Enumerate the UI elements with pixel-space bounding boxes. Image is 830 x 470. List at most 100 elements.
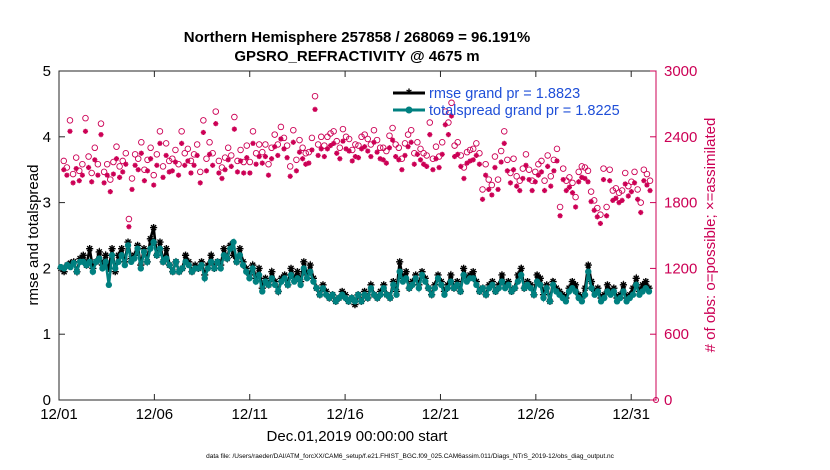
assimilated-obs-point bbox=[386, 145, 393, 151]
assimilated-obs-point bbox=[591, 207, 597, 213]
possible-obs-point bbox=[317, 133, 325, 141]
rmse-point bbox=[226, 241, 234, 249]
assimilated-obs-point bbox=[436, 164, 442, 171]
possible-obs-point bbox=[376, 144, 384, 152]
rmse-point bbox=[207, 251, 215, 259]
x-axis-label: Dec.01,2019 00:00:00 start bbox=[267, 428, 449, 445]
possible-obs-point bbox=[60, 157, 68, 165]
totalspread-point bbox=[265, 281, 272, 289]
possible-obs-point bbox=[193, 141, 201, 148]
possible-obs-point bbox=[361, 131, 368, 138]
rmse-point bbox=[536, 274, 544, 282]
assimilated-obs-point bbox=[281, 146, 287, 152]
possible-obs-point bbox=[91, 144, 99, 152]
assimilated-obs-point bbox=[538, 169, 545, 175]
possible-obs-point bbox=[407, 126, 415, 134]
totalspread-point bbox=[511, 284, 518, 292]
y-tick-label: 4 bbox=[43, 129, 51, 146]
possible-obs-point bbox=[423, 152, 430, 159]
possible-obs-point bbox=[122, 149, 130, 157]
totalspread-point bbox=[329, 291, 336, 298]
assimilated-obs-point bbox=[517, 187, 523, 194]
totalspread-point bbox=[249, 265, 256, 272]
possible-obs-point bbox=[513, 173, 520, 180]
assimilated-obs-point bbox=[631, 180, 638, 186]
possible-obs-point bbox=[147, 144, 154, 152]
rmse-point bbox=[472, 277, 480, 286]
assimilated-obs-point bbox=[489, 192, 495, 198]
rmse-point bbox=[162, 245, 170, 253]
possible-obs-point bbox=[559, 165, 567, 172]
possible-obs-point bbox=[404, 131, 412, 138]
assimilated-obs-point bbox=[185, 158, 191, 164]
possible-obs-point bbox=[107, 176, 114, 183]
possible-obs-point bbox=[466, 146, 474, 154]
possible-obs-point bbox=[162, 140, 170, 147]
possible-obs-point bbox=[181, 149, 188, 157]
possible-obs-point bbox=[150, 171, 157, 179]
possible-obs-point bbox=[66, 117, 74, 124]
rmse-point bbox=[434, 271, 442, 279]
totalspread-point bbox=[310, 278, 317, 285]
totalspread-point bbox=[255, 271, 263, 279]
rmse-point bbox=[306, 261, 314, 269]
rmse-point bbox=[220, 245, 228, 253]
assimilated-obs-point bbox=[349, 158, 355, 164]
assimilated-obs-point bbox=[585, 179, 591, 185]
rmse-point bbox=[453, 277, 461, 286]
totalspread-point bbox=[230, 238, 237, 246]
totalspread-point bbox=[179, 265, 186, 272]
totalspread-point bbox=[319, 284, 327, 292]
assimilated-obs-point bbox=[275, 152, 281, 159]
assimilated-obs-point bbox=[579, 174, 585, 180]
rmse-point bbox=[268, 268, 276, 276]
assimilated-obs-point bbox=[383, 160, 389, 166]
totalspread-point bbox=[517, 271, 525, 279]
totalspread-point bbox=[214, 258, 221, 266]
assimilated-obs-point bbox=[638, 209, 644, 216]
assimilated-obs-point bbox=[424, 163, 430, 170]
possible-obs-point bbox=[482, 160, 489, 168]
assimilated-obs-point bbox=[420, 161, 427, 167]
legend-spread-marker bbox=[405, 106, 413, 114]
assimilated-obs-point bbox=[442, 122, 448, 128]
rmse-point bbox=[418, 268, 426, 276]
possible-obs-point bbox=[621, 169, 629, 177]
assimilated-obs-point bbox=[101, 180, 107, 186]
possible-obs-point bbox=[82, 114, 89, 122]
totalspread-point bbox=[386, 294, 394, 302]
legend: * rmse grand pr = 1.8823 totalspread gra… bbox=[393, 85, 620, 119]
assimilated-obs-point bbox=[250, 140, 256, 146]
totalspread-point bbox=[498, 278, 506, 285]
y-axis-ticks: 0 1 2 3 4 5 bbox=[43, 63, 65, 409]
assimilated-obs-point bbox=[309, 147, 315, 153]
totalspread-point bbox=[252, 278, 260, 285]
y2-tick-label: 2400 bbox=[664, 129, 697, 146]
assimilated-obs-point bbox=[324, 146, 331, 152]
rmse-point bbox=[552, 284, 560, 292]
assimilated-obs-point bbox=[405, 144, 411, 150]
possible-obs-point bbox=[532, 168, 539, 176]
totalspread-point bbox=[134, 245, 141, 252]
y2-axis-ticks: 0 600 1200 1800 2400 3000 bbox=[650, 63, 697, 409]
totalspread-point bbox=[594, 288, 602, 295]
possible-obs-point bbox=[172, 146, 179, 154]
totalspread-point bbox=[201, 275, 208, 282]
totalspread-point bbox=[354, 291, 362, 298]
rmse-point bbox=[360, 287, 369, 296]
possible-obs-point bbox=[265, 160, 272, 168]
assimilated-obs-point bbox=[237, 158, 244, 164]
assimilated-obs-point bbox=[154, 162, 160, 168]
rmse-point bbox=[460, 264, 468, 272]
totalspread-point bbox=[431, 284, 439, 292]
rmse-point bbox=[95, 248, 103, 256]
assimilated-obs-point bbox=[616, 200, 622, 206]
assimilated-obs-point bbox=[492, 164, 498, 171]
totalspread-point bbox=[124, 242, 132, 249]
y-axis-label: rmse and totalspread bbox=[25, 165, 42, 306]
rmse-point bbox=[322, 287, 330, 296]
totalspread-point bbox=[540, 294, 547, 302]
assimilated-obs-point bbox=[501, 140, 507, 146]
possible-obs-point bbox=[401, 140, 409, 147]
possible-obs-point bbox=[228, 152, 235, 159]
